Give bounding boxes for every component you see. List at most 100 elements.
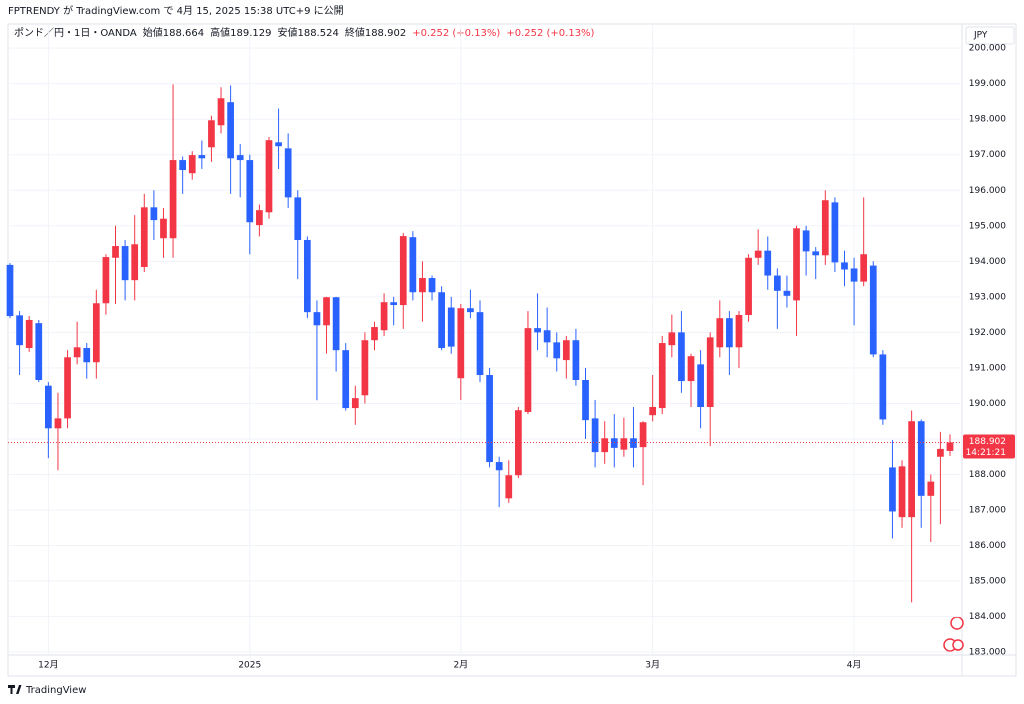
candle-body [54,418,62,429]
candle-body [380,302,388,331]
candle-body [486,375,493,463]
candle-body [601,438,609,453]
candle-body [476,312,484,376]
candle-body [351,398,359,409]
candle-body [706,337,714,408]
candle-body [112,246,119,258]
candle-body [342,350,350,409]
candle-body [812,251,820,256]
legend-value: +0.252 (+0.13%) [412,28,500,39]
y-tick-label: 193.000 [969,292,1006,302]
candle-body [754,250,762,258]
countdown: 14:21:21 [966,448,1006,458]
candle-body [821,200,829,256]
candle-body [131,244,139,281]
candle-body [275,142,282,147]
logo-icon [8,685,22,694]
candle-body [764,250,772,276]
candle-body [467,308,474,313]
event-icon[interactable] [950,616,964,630]
candle-body [582,380,589,421]
event-icon[interactable] [952,639,964,651]
y-tick-label: 194.000 [969,257,1006,267]
candle-body [917,421,925,496]
candle-body [534,328,541,333]
x-tick-label: 12月 [38,660,58,671]
candle-body [6,264,14,317]
candle-body [64,357,71,419]
candle-body [121,246,129,281]
candle-body [898,466,906,518]
candle-body [208,120,215,148]
y-tick-label: 183.000 [969,648,1006,658]
candle-body [726,318,733,348]
candle-body [169,160,177,239]
candle-body [438,292,445,349]
symbol: ポンド／円・1日・OANDA [14,27,137,39]
candle-body [678,332,685,382]
candle-body [102,257,110,304]
candle-body [553,342,561,359]
candle-body [457,308,465,379]
candle-body [236,155,244,161]
currency-box[interactable] [965,26,1015,45]
candle-body [572,340,580,381]
candle-body [361,340,369,396]
candle-body [610,438,618,448]
currency[interactable]: JPY [973,31,988,41]
y-tick-label: 200.000 [969,44,1006,54]
candle-body [246,160,254,223]
candle-body [908,421,915,518]
candle-body [160,218,167,239]
candle-body [658,343,666,409]
y-tick-label: 190.000 [969,399,1006,409]
candle-body [620,438,628,450]
candle-body [505,475,513,499]
candle-body [332,297,340,351]
candle-body [649,407,657,416]
candle-body [687,356,695,382]
candle-body [399,236,407,306]
candle-body [562,340,570,361]
x-tick-label: 2025 [238,661,261,671]
candle-body [35,323,43,381]
candle-body [323,297,330,326]
chart-frame [7,23,1017,677]
candle-body [313,312,321,326]
candle-body [92,303,100,363]
candle-body [850,268,858,282]
candle-body [447,307,455,347]
y-tick-label: 199.000 [969,79,1006,89]
candle-body [73,347,81,358]
y-tick-label: 195.000 [969,221,1006,231]
candle-body [188,155,196,174]
candle-body [16,315,23,346]
candle-body [428,278,436,293]
y-tick-label: 196.000 [969,186,1006,196]
candle-body [25,319,33,349]
y-tick-label: 191.000 [969,363,1006,373]
candle-body [869,265,877,355]
candle-body [831,202,839,263]
y-tick-label: 187.000 [969,506,1006,516]
x-tick-label: 4月 [847,660,862,671]
candle-body [937,448,944,457]
candle-body [783,290,791,296]
candle-body [773,275,781,291]
candle-body [841,262,848,270]
candle-body [524,328,532,412]
candle-body [150,207,158,221]
candle-body [303,240,311,313]
candles [6,84,954,603]
candle-body [889,467,896,512]
candle-body [745,257,752,315]
legend-value: 終値188.902 [345,26,406,39]
candle-body [927,481,935,496]
y-tick-label: 184.000 [969,612,1006,622]
candle-body [668,332,676,346]
candle-body [256,210,263,226]
y-tick-label: 188.000 [969,470,1006,480]
candle-body [543,330,551,343]
event-icons [943,616,964,652]
